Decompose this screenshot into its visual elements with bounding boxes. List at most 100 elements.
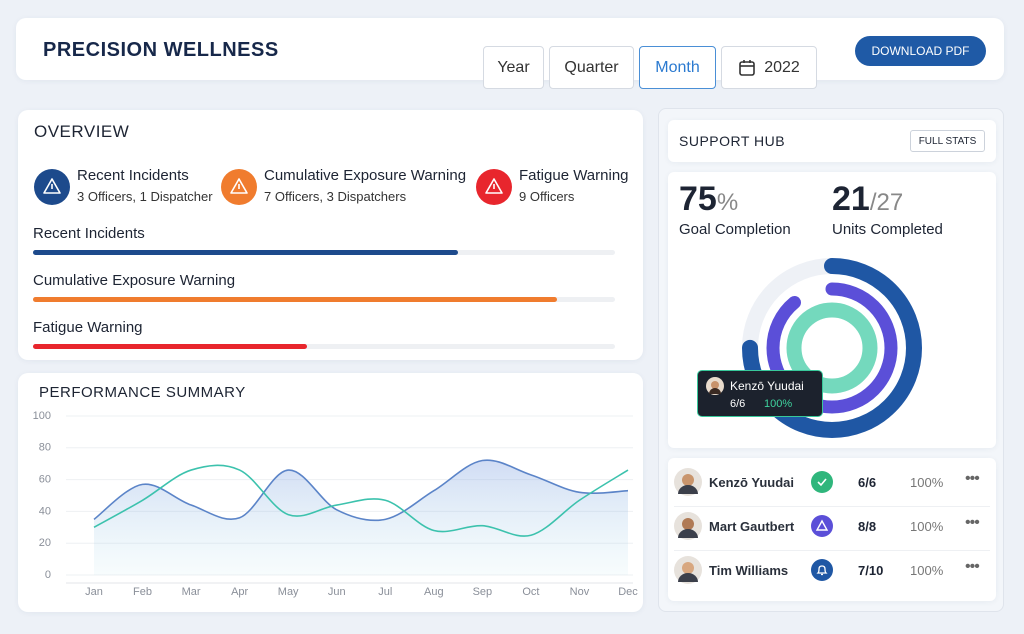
year: 2022 (764, 58, 800, 76)
x-tick-label: Apr (231, 586, 248, 598)
row-divider (674, 550, 990, 551)
ring (766, 282, 898, 414)
alert-icon (476, 169, 512, 205)
overview-title: OVERVIEW (34, 122, 130, 141)
tooltip-avatar (706, 377, 724, 395)
status-circle (811, 471, 833, 493)
series-line (93, 459, 629, 522)
person-pct: 100% (910, 519, 944, 534)
bar-label: Fatigue Warning (33, 319, 143, 336)
warning-glyph (230, 178, 248, 194)
goal-label: Goal Completion (679, 221, 791, 238)
tab[interactable]: Month (639, 46, 716, 89)
avatar-face (682, 474, 694, 486)
x-tick-label: Aug (424, 586, 444, 598)
avatar-face (682, 562, 694, 574)
year-picker[interactable]: 2022 (721, 46, 817, 89)
x-tick-label: Jul (378, 586, 392, 598)
alert-title: Fatigue Warning (519, 167, 629, 184)
bar-fill (33, 344, 307, 349)
person-name: Mart Gautbert (709, 519, 795, 534)
avatar (674, 468, 702, 496)
ring (742, 258, 922, 438)
support-hub: SUPPORT HUB FULL STATS 75% Goal Completi… (658, 108, 1004, 612)
avatar-body (678, 573, 698, 582)
check-glyph (817, 478, 827, 487)
units-stat: 21/27 (832, 180, 903, 219)
status-circle (811, 515, 833, 537)
bar-track (33, 250, 615, 255)
x-tick-label: Nov (570, 586, 590, 598)
x-tick-label: Oct (522, 586, 539, 598)
person-name: Tim Williams (709, 563, 789, 578)
download-button[interactable]: DOWNLOAD PDF (855, 36, 986, 66)
goal-unit: % (716, 189, 739, 216)
alert-title: Cumulative Exposure Warning (264, 167, 467, 184)
tooltip-name: Kenzō Yuudai (730, 379, 804, 393)
tooltip-score: 6/6 (730, 398, 746, 410)
tab[interactable]: Year (483, 46, 544, 89)
overview-card: OVERVIEW Recent Incidents 3 Officers, 1 D… (18, 110, 643, 360)
bar-fill (33, 297, 557, 302)
tooltip-pct: 100% (764, 398, 793, 410)
goal-value: 75 (679, 180, 717, 218)
alert-icon (34, 169, 70, 205)
row-divider (674, 506, 990, 507)
row-menu[interactable]: ••• (965, 558, 980, 575)
full-stats-button[interactable]: FULL STATS (910, 130, 985, 152)
person-score: 6/6 (858, 475, 877, 490)
row-menu[interactable]: ••• (965, 514, 980, 531)
y-tick-label: 80 (39, 442, 51, 454)
x-tick-label: Sep (473, 586, 493, 598)
warning-glyph (43, 178, 61, 194)
hub-stats: 75% Goal Completion 21/27 Units Complete… (668, 172, 996, 448)
app-title: PRECISION WELLNESS (43, 39, 279, 61)
performance-card: PERFORMANCE SUMMARY 0 20 40 60 80 100 Jan Feb Ma… (18, 373, 643, 612)
y-tick-label: 20 (39, 537, 51, 549)
status-icon (811, 471, 833, 493)
x-tick-label: Jun (328, 586, 346, 598)
bar-label: Recent Incidents (33, 225, 145, 242)
rings (742, 258, 922, 438)
row-menu[interactable]: ••• (965, 470, 980, 487)
series-area (94, 460, 628, 575)
series-line (93, 464, 629, 537)
people-list: Kenzō Yuudai 6/6 100% ••• Mart Gautbert 8/8 10… (668, 458, 996, 601)
units-value: 21 (832, 180, 870, 218)
alert-title: Recent Incidents (77, 167, 189, 184)
person-score: 8/8 (858, 519, 877, 534)
alert-detail: 9 Officers (519, 189, 575, 204)
x-tick-label: May (278, 586, 299, 598)
person-pct: 100% (910, 475, 944, 490)
y-tick-label: 40 (39, 505, 51, 517)
y-tick-label: 100 (33, 410, 51, 422)
avatar (674, 556, 702, 584)
calendar-icon (739, 59, 756, 76)
x-tick-label: Dec (618, 586, 638, 598)
units-total: /27 (869, 189, 904, 216)
warning-glyph (485, 178, 503, 194)
status-icon (811, 515, 833, 537)
bar-label: Cumulative Exposure Warning (33, 272, 236, 289)
avatar-body (678, 529, 698, 538)
status-icon (811, 559, 833, 581)
alert-detail: 3 Officers, 1 Dispatcher (77, 189, 213, 204)
person-pct: 100% (910, 563, 944, 578)
bar-fill (33, 250, 458, 255)
goal-stat: 75% (679, 180, 738, 219)
header: PRECISION WELLNESS Year Quarter Month 2022… (16, 18, 1004, 89)
y-tick-label: 0 (45, 569, 51, 581)
warning-glyph (815, 519, 829, 531)
avatar (674, 512, 702, 540)
tab[interactable]: Quarter (549, 46, 634, 89)
bar-track (33, 344, 615, 349)
x-tick-label: Feb (133, 586, 152, 598)
avatar-body (678, 485, 698, 494)
avatar-face (682, 518, 694, 530)
y-tick-label: 60 (39, 474, 51, 486)
ring (786, 302, 878, 394)
bar-track (33, 297, 615, 302)
person-score: 7/10 (858, 563, 884, 578)
person-name: Kenzō Yuudai (709, 475, 794, 490)
chart: PERFORMANCE SUMMARY 0 20 40 60 80 100 Jan Feb Ma… (33, 384, 639, 598)
